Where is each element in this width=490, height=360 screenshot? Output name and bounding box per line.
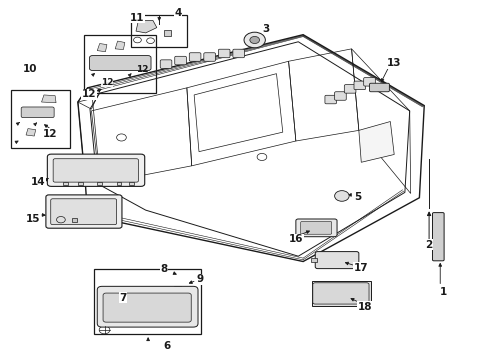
Bar [72,217,77,222]
FancyBboxPatch shape [296,219,337,237]
Polygon shape [97,44,107,52]
Polygon shape [42,95,56,103]
Polygon shape [359,122,394,162]
Text: 10: 10 [23,64,38,75]
FancyBboxPatch shape [301,221,332,234]
FancyBboxPatch shape [313,283,369,304]
Text: 12: 12 [100,78,113,87]
Bar [129,182,134,185]
Polygon shape [26,129,36,136]
FancyBboxPatch shape [354,81,366,90]
Text: 12: 12 [43,129,57,139]
Text: 12: 12 [82,89,96,99]
FancyBboxPatch shape [325,95,337,104]
FancyBboxPatch shape [48,154,145,186]
Text: 14: 14 [31,177,46,187]
FancyBboxPatch shape [204,53,216,61]
Text: 4: 4 [174,8,182,18]
Text: 12: 12 [136,64,148,73]
Bar [94,269,201,334]
Text: 13: 13 [387,58,401,68]
Text: 2: 2 [425,239,433,249]
Text: 5: 5 [354,192,361,202]
FancyBboxPatch shape [315,252,359,269]
Bar [11,90,70,148]
Polygon shape [136,21,157,33]
Text: 17: 17 [354,263,368,273]
Polygon shape [312,281,371,306]
FancyBboxPatch shape [53,159,138,182]
FancyBboxPatch shape [97,286,198,327]
FancyBboxPatch shape [90,55,151,71]
FancyBboxPatch shape [46,195,122,228]
Bar [174,286,181,291]
Circle shape [250,36,260,44]
FancyBboxPatch shape [364,77,375,86]
Bar [84,35,156,93]
FancyBboxPatch shape [51,199,117,225]
FancyBboxPatch shape [219,49,230,58]
Text: 3: 3 [262,24,270,33]
Bar [63,182,68,185]
FancyBboxPatch shape [344,85,356,93]
Text: 16: 16 [289,234,303,244]
Bar [97,182,102,185]
FancyBboxPatch shape [369,83,390,92]
FancyBboxPatch shape [433,213,444,261]
Circle shape [244,32,266,48]
Bar [311,258,317,262]
FancyBboxPatch shape [160,60,172,68]
Circle shape [335,191,349,201]
Bar [164,30,171,36]
Text: 6: 6 [164,341,171,351]
Text: 8: 8 [160,264,168,274]
Text: 15: 15 [25,214,40,224]
Text: 7: 7 [119,293,126,303]
FancyBboxPatch shape [189,53,201,61]
FancyBboxPatch shape [335,92,346,100]
Text: 11: 11 [130,13,145,23]
FancyBboxPatch shape [233,49,245,58]
Text: 9: 9 [196,274,203,284]
Polygon shape [115,41,125,50]
Bar [117,182,122,185]
FancyBboxPatch shape [103,293,191,322]
FancyBboxPatch shape [175,56,186,65]
Bar [78,182,83,185]
Text: 1: 1 [440,287,447,297]
Text: 18: 18 [358,302,372,312]
Bar [131,15,187,47]
FancyBboxPatch shape [21,107,54,118]
Polygon shape [78,35,424,261]
